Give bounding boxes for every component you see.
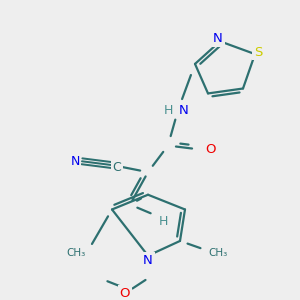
Text: N: N [179,103,189,117]
Text: C: C [112,161,122,174]
Text: H: H [158,215,168,228]
Text: N: N [143,254,153,267]
Text: N: N [213,32,223,45]
Text: N: N [70,155,80,168]
Text: CH₃: CH₃ [66,248,85,258]
Text: O: O [205,143,215,156]
Text: S: S [254,46,262,59]
Text: H: H [163,103,173,117]
Text: O: O [120,286,130,300]
Text: CH₃: CH₃ [208,248,228,258]
